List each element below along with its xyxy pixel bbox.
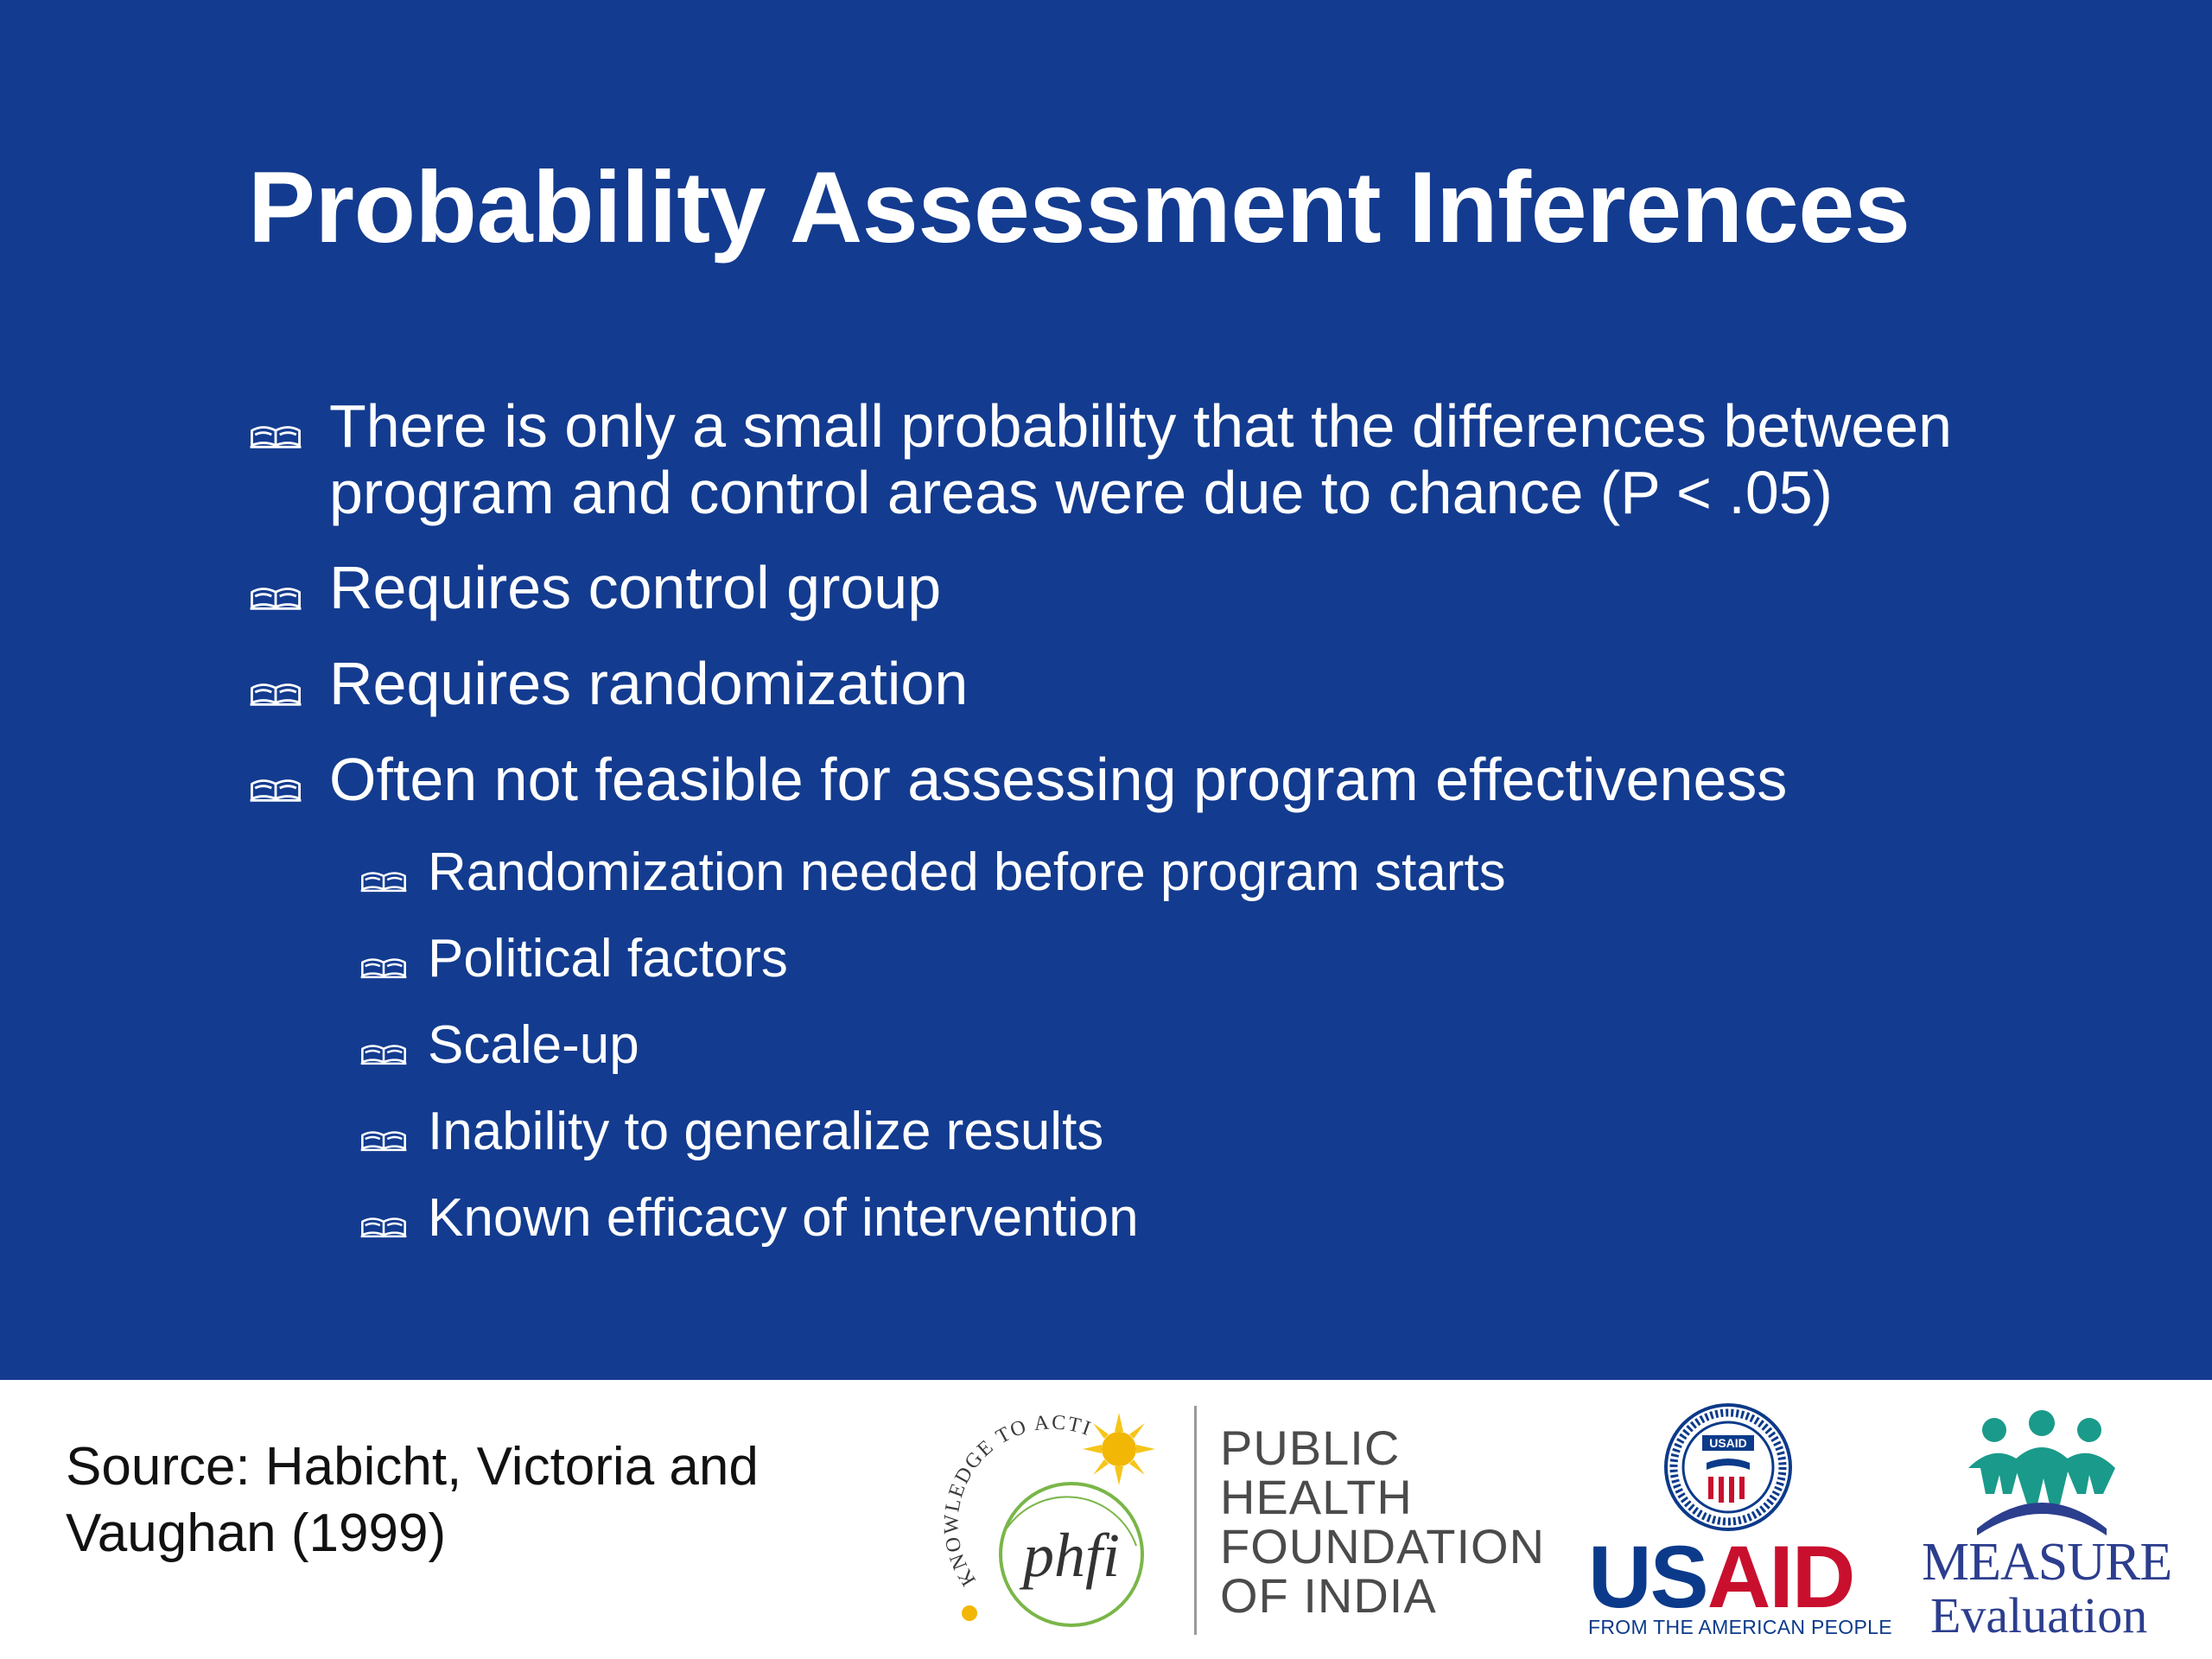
usaid-seal-icon: USAID: [1664, 1403, 1792, 1531]
phfi-name: PUBLIC HEALTH FOUNDATION OF INDIA: [1220, 1423, 1545, 1620]
usaid-tagline: FROM THE AMERICAN PEOPLE: [1588, 1616, 1892, 1638]
usaid-seal-text: USAID: [1709, 1436, 1747, 1450]
source-line-2: Vaughan (1999): [66, 1503, 447, 1563]
phfi-line-2: HEALTH: [1220, 1470, 1413, 1524]
bullet-text: Scale-up: [428, 1015, 639, 1075]
usaid-us: US: [1588, 1528, 1709, 1626]
phfi-logo: KNOWLEDGE TO ACTION phfi: [942, 1399, 1192, 1649]
usaid-aid: AID: [1707, 1528, 1856, 1626]
bullet-text: program and control areas were due to ch…: [329, 459, 1833, 526]
slide-title: Probability Assessment Inferences: [248, 150, 1910, 264]
bullet-text: Inability to generalize results: [428, 1102, 1104, 1161]
phfi-line-3: FOUNDATION: [1220, 1519, 1546, 1573]
bullet-text: Often not feasible for assessing program…: [329, 746, 1788, 813]
measure-wordmark: MEASURE: [1922, 1533, 2172, 1592]
people-group-icon: [1968, 1410, 2115, 1535]
source-line-1: Source: Habicht, Victoria and: [66, 1437, 759, 1497]
phfi-line-1: PUBLIC: [1220, 1421, 1401, 1475]
usaid-wordmark: USAID: [1588, 1533, 1855, 1621]
open-book-icon: [359, 952, 409, 982]
open-book-icon: [359, 1211, 409, 1241]
open-book-icon: [359, 1039, 409, 1068]
source-citation: Source: Habicht, Victoria and Vaughan (1…: [66, 1433, 759, 1567]
bullet-list: There is only a small probability that t…: [248, 392, 1953, 1248]
usaid-seal: USAID: [1663, 1402, 1793, 1532]
phfi-emblem-icon: KNOWLEDGE TO ACTION phfi: [942, 1399, 1155, 1627]
phfi-line-4: OF INDIA: [1220, 1568, 1437, 1623]
bullet-text: Requires randomization: [329, 650, 969, 717]
open-book-icon: [248, 677, 303, 709]
footer: Source: Habicht, Victoria and Vaughan (1…: [0, 1380, 2212, 1659]
bullet-text: There is only a small probability that t…: [329, 392, 1953, 460]
bullet-text: Randomization needed before program star…: [428, 842, 1506, 902]
phfi-divider: [1194, 1406, 1197, 1635]
open-book-icon: [248, 772, 303, 805]
evaluation-wordmark: Evaluation: [1930, 1587, 2148, 1643]
open-book-icon: [248, 419, 303, 452]
open-book-icon: [248, 581, 303, 613]
bullet-text: Requires control group: [329, 554, 942, 621]
slide: Probability Assessment Inferences There …: [0, 0, 2212, 1380]
phfi-mark: phfi: [1019, 1521, 1120, 1590]
measure-people-logo: [1960, 1408, 2124, 1537]
bullet-text: Known efficacy of intervention: [428, 1188, 1139, 1248]
open-book-icon: [359, 1125, 409, 1154]
open-book-icon: [359, 866, 409, 895]
bullet-text: Political factors: [428, 929, 788, 988]
